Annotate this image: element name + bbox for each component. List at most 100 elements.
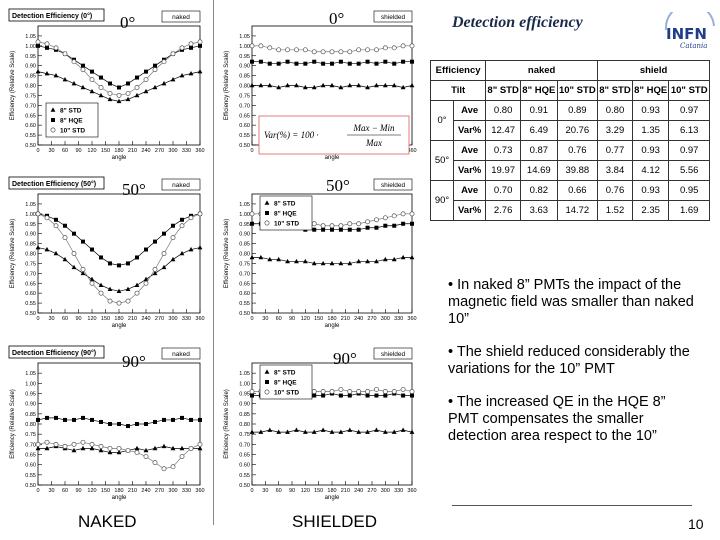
data-point [294,427,299,432]
table-cell: 14.72 [556,200,599,221]
data-point [117,263,121,268]
x-tick-label: 150 [101,148,110,154]
y-tick-label: 0.90 [25,402,36,408]
tilt-cell: 0° [430,100,454,141]
x-tick-label: 0 [250,316,253,322]
data-point [409,254,415,260]
data-point [294,61,299,66]
data-point [302,84,308,90]
data-point [356,389,362,394]
data-point [338,49,344,55]
data-point [54,415,58,420]
page-title: Detection efficiency [452,14,583,31]
data-point [135,255,139,260]
data-point [81,239,85,244]
data-point [53,45,59,51]
y-tick-label: 0.65 [25,113,36,119]
data-point [126,261,130,266]
chart-badge: shielded [381,14,406,21]
table-cell: 2.35 [631,200,670,221]
x-tick-label: 300 [381,488,390,494]
data-point [171,417,175,422]
data-point [170,235,176,241]
table-cell: 1.69 [668,200,710,221]
data-point [409,389,415,394]
data-point [285,59,290,64]
data-point [143,454,149,459]
data-point [53,441,59,447]
data-point [45,45,49,50]
footer-naked: NAKED [78,512,137,531]
data-point [302,47,308,53]
table-row: Var% 19.97 14.69 39.88 3.84 4.12 5.56 [431,160,710,181]
data-point [265,211,269,215]
data-point [311,49,317,55]
chart-title-box [8,176,105,190]
data-point [258,254,264,260]
data-point [249,254,255,260]
data-point [63,417,67,422]
chart-title: Detection Efficiency (90°) [12,349,96,357]
data-point [134,445,140,451]
data-point [374,427,379,432]
table-col-header: 10" STD [668,80,710,101]
chart-badge-box [373,10,413,23]
data-point [107,298,113,304]
y-tick-label: 0.75 [239,432,250,438]
table-col-header: 8" HQE [520,80,558,101]
data-point [170,76,176,82]
data-point [400,254,406,260]
x-tick-label: 120 [301,316,310,322]
y-tick-label: 1.05 [25,202,36,208]
data-point [63,223,67,228]
data-point [410,59,414,64]
data-point [365,84,370,90]
data-point [198,43,202,48]
legend-entry: 8" HQE [274,211,297,218]
data-point [125,96,131,102]
chart-title-box [8,345,105,359]
data-point [125,286,131,291]
table-cell: 39.88 [556,160,599,181]
data-point [356,429,362,434]
formula-numerator: Max − Min [352,123,395,133]
x-tick-label: 0 [36,148,39,154]
data-point [347,221,353,227]
data-point [35,244,41,250]
data-point [99,75,103,80]
data-point [267,82,273,88]
table-cell: 6.13 [668,120,710,141]
data-point [391,389,397,394]
y-tick-label: 0.95 [25,392,36,398]
data-point [134,85,140,90]
data-point [152,270,158,276]
x-tick-label: 360 [195,316,204,322]
table-row: 90° Ave 0.70 0.82 0.66 0.76 0.93 0.95 [430,180,710,221]
table-cell: 3.29 [597,120,633,141]
data-point [374,258,379,264]
data-point [258,82,264,88]
x-tick-label: 270 [155,148,164,154]
y-tick-label: 0.50 [25,483,36,489]
data-point [62,235,68,241]
y-tick-label: 0.70 [25,271,36,277]
table-cell: 0.87 [520,140,558,161]
divider-line [213,0,214,525]
x-tick-label: 360 [195,148,204,154]
data-point [50,107,56,112]
table-header: Tilt [429,80,487,101]
data-point [170,445,176,451]
data-point [179,223,185,229]
data-point [329,49,335,55]
table-cell: 0.97 [668,100,710,121]
data-point [374,393,379,398]
data-point [321,393,326,398]
angle-tag: 0° [120,13,136,32]
data-point [383,393,388,398]
data-point [312,59,317,64]
data-point [258,59,263,64]
data-point [276,84,282,90]
y-tick-label: 0.85 [25,74,36,80]
data-point [189,417,193,422]
data-point [80,445,86,451]
